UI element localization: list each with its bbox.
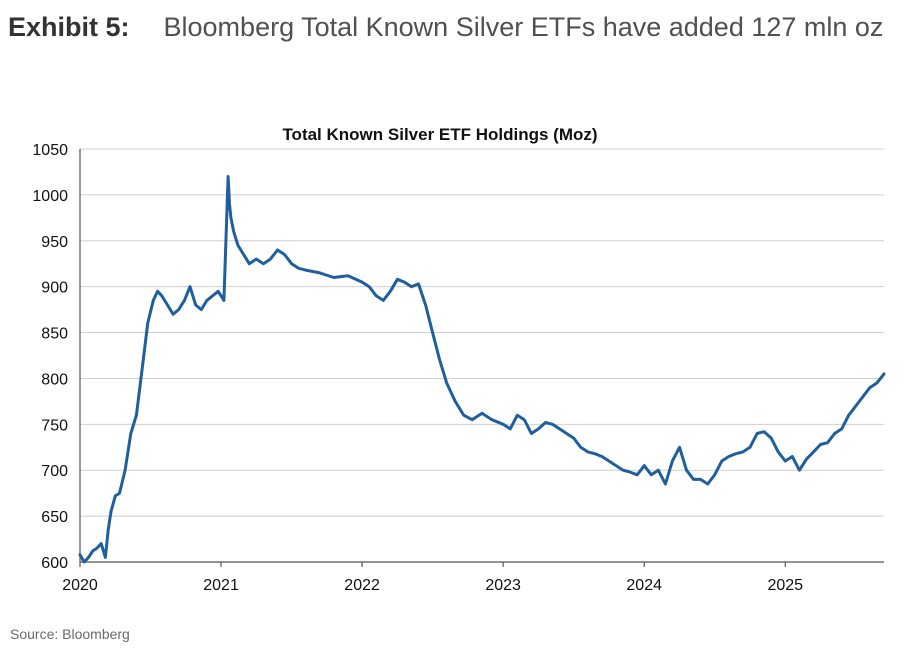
x-tick-label-2025: 2025 (767, 577, 803, 594)
exhibit-label: Exhibit 5: (8, 12, 130, 42)
exhibit-heading: Exhibit 5: Bloomberg Total Known Silver E… (8, 4, 898, 50)
y-tick-label-900: 900 (41, 280, 68, 297)
x-tick-label-2020: 2020 (62, 577, 98, 594)
axes (79, 149, 884, 567)
series-layer (78, 175, 886, 564)
y-tick-label-950: 950 (41, 234, 68, 251)
x-tick-label-2021: 2021 (203, 577, 239, 594)
x-tick-label-2022: 2022 (344, 577, 380, 594)
y-tick-label-800: 800 (41, 371, 68, 388)
chart-title: Total Known Silver ETF Holdings (Moz) (282, 125, 597, 144)
y-tick-label-850: 850 (41, 326, 68, 343)
y-tick-label-1050: 1050 (32, 142, 68, 159)
y-tick-label-700: 700 (41, 463, 68, 480)
x-tick-labels: 2020 2021 2022 2023 2024 2025 (62, 577, 803, 594)
series-line-0 (78, 175, 886, 564)
x-tick-label-2024: 2024 (626, 577, 662, 594)
source-note: Source: Bloomberg (10, 626, 130, 642)
y-tick-label-750: 750 (41, 417, 68, 434)
exhibit-title: Bloomberg Total Known Silver ETFs have a… (163, 12, 884, 42)
y-tick-label-650: 650 (41, 509, 68, 526)
y-tick-label-1000: 1000 (32, 188, 68, 205)
gridlines (80, 148, 884, 517)
x-tick-label-2023: 2023 (485, 577, 521, 594)
y-tick-labels: 600 650 700 750 800 850 900 950 1000 1050 (32, 142, 68, 572)
y-tick-label-600: 600 (41, 555, 68, 572)
